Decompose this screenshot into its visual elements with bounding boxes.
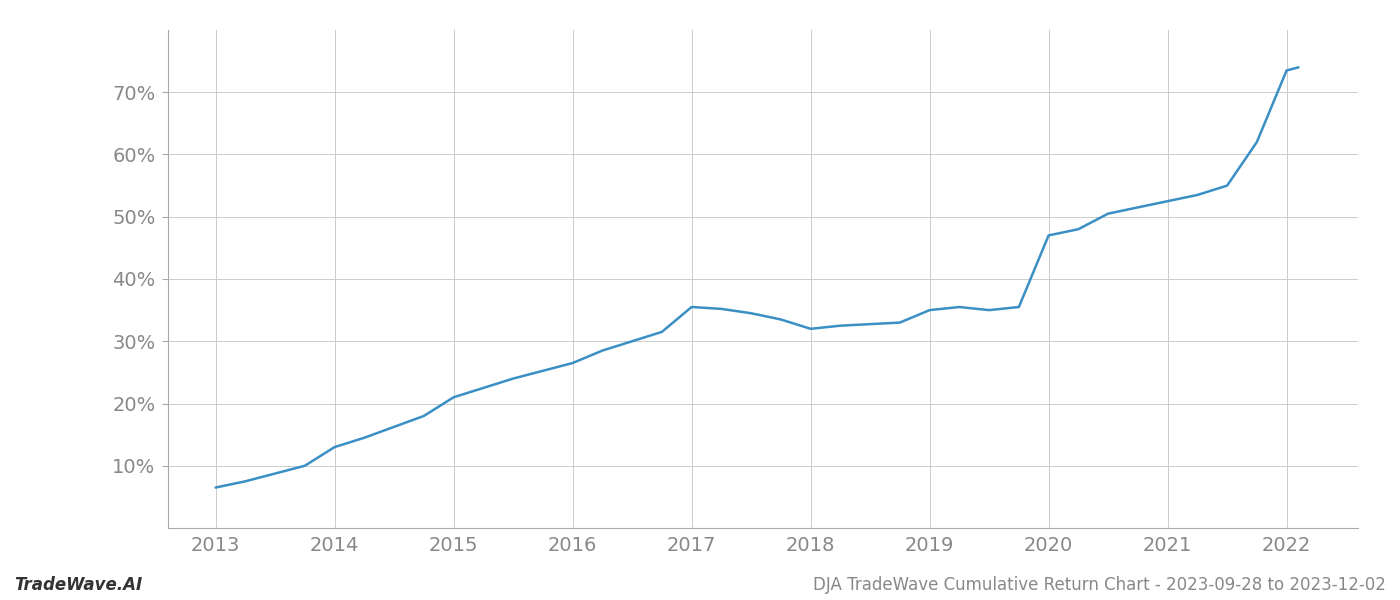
Text: TradeWave.AI: TradeWave.AI (14, 576, 143, 594)
Text: DJA TradeWave Cumulative Return Chart - 2023-09-28 to 2023-12-02: DJA TradeWave Cumulative Return Chart - … (813, 576, 1386, 594)
